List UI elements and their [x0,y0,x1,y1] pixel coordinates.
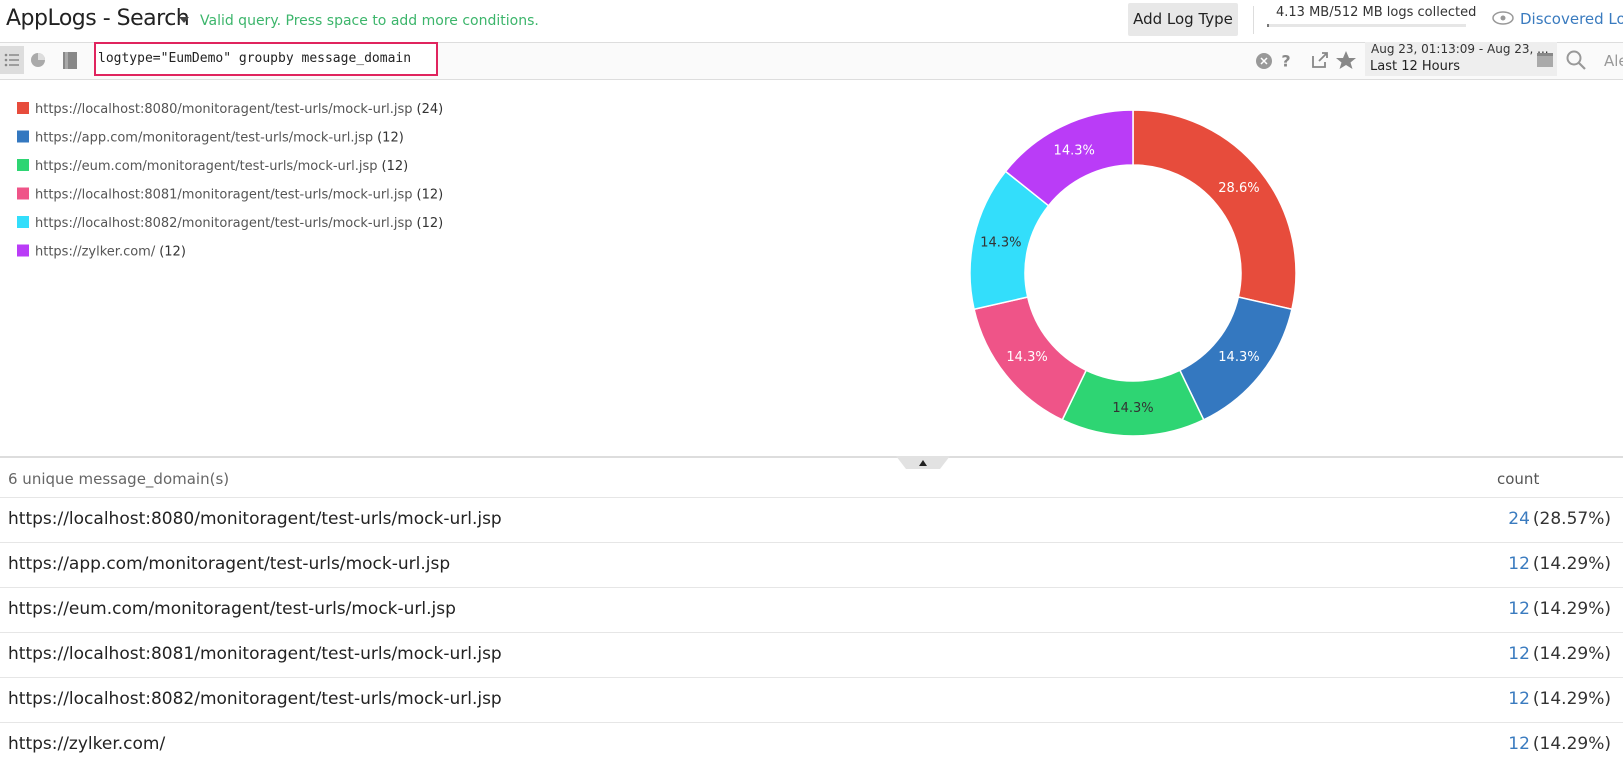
count-link[interactable]: 12 [1508,554,1530,574]
count-cell: 12 (14.29%) [1508,599,1611,619]
count-cell: 12 (14.29%) [1508,644,1611,664]
save-button[interactable] [62,51,78,70]
count-link[interactable]: 12 [1508,599,1530,619]
legend-label: https://eum.com/monitoragent/test-urls/m… [35,159,378,174]
time-picker[interactable] [1365,42,1557,76]
legend-entry[interactable]: https://localhost:8082/monitoragent/test… [35,216,443,231]
legend-count: (12) [417,216,444,231]
count-cell: 12 (14.29%) [1508,689,1611,709]
domain-cell: https://localhost:8080/monitoragent/test… [8,509,502,529]
legend-swatch [17,102,29,114]
legend-label: https://localhost:8080/monitoragent/test… [35,102,413,117]
discovered-logs-link[interactable]: Discovered Log [1520,10,1623,28]
legend-swatch [17,216,29,228]
legend-entry[interactable]: https://zylker.com/(12) [35,244,186,259]
donut-slice[interactable] [1132,109,1297,311]
slice-label: 14.3% [1054,143,1095,158]
slice-label: 14.3% [1006,350,1047,365]
alerts-link[interactable]: Ale [1604,52,1623,70]
count-cell: 12 (14.29%) [1508,554,1611,574]
legend-swatch [17,159,29,171]
usage-bar [1267,24,1466,27]
slice-label: 14.3% [980,235,1021,250]
legend-count: (12) [377,130,404,145]
calendar-icon[interactable] [1536,50,1554,68]
table-row[interactable]: https://localhost:8080/monitoragent/test… [0,497,1623,542]
table-row[interactable]: https://localhost:8081/monitoragent/test… [0,632,1623,677]
legend-entry[interactable]: https://localhost:8080/monitoragent/test… [35,102,443,117]
domain-cell: https://app.com/monitoragent/test-urls/m… [8,554,451,574]
count-percent: (14.29%) [1532,554,1611,574]
count-percent: (14.29%) [1532,734,1611,754]
svg-text:?: ? [1281,52,1290,71]
domain-cell: https://eum.com/monitoragent/test-urls/m… [8,599,456,619]
legend-swatch [17,130,29,143]
legend-label: https://localhost:8081/monitoragent/test… [35,187,413,202]
legend-count: (12) [417,187,444,202]
share-star-icons[interactable] [1310,50,1360,70]
count-link[interactable]: 12 [1508,689,1530,709]
list-icon [4,53,19,67]
domain-cell: https://localhost:8081/monitoragent/test… [8,644,502,664]
divider [1253,6,1254,34]
domain-cell: https://localhost:8082/monitoragent/test… [8,689,502,709]
table-row[interactable]: https://app.com/monitoragent/test-urls/m… [0,542,1623,587]
time-range[interactable]: Aug 23, 01:13:09 - Aug 23, ... [1371,42,1549,56]
table-row[interactable]: https://localhost:8082/monitoragent/test… [0,677,1623,722]
search-button[interactable] [1565,49,1587,71]
table-row[interactable]: https://zylker.com/12 (14.29%) [0,722,1623,767]
table-row[interactable]: https://eum.com/monitoragent/test-urls/m… [0,587,1623,632]
time-preset[interactable]: Last 12 Hours [1370,59,1460,74]
storage-usage: 4.13 MB/512 MB logs collected [1276,5,1477,20]
eye-icon[interactable] [1492,11,1514,25]
count-header[interactable]: count [1497,470,1540,488]
clear-help-icons[interactable]: ? [1255,51,1295,71]
count-link[interactable]: 12 [1508,644,1530,664]
page-title[interactable]: AppLogs - Search [6,6,190,31]
legend-swatch [17,244,29,257]
collapse-tab[interactable] [896,456,950,470]
count-percent: (14.29%) [1532,644,1611,664]
count-percent: (28.57%) [1532,509,1611,529]
chart: https://localhost:8080/monitoragent/test… [17,102,1297,437]
slice-label: 14.3% [1218,350,1259,365]
add-log-type-button[interactable]: Add Log Type [1128,3,1238,36]
count-link[interactable]: 12 [1508,734,1530,754]
donut-slice[interactable] [1004,109,1134,207]
legend-count: (12) [382,159,409,174]
count-link[interactable]: 24 [1508,509,1530,529]
count-cell: 12 (14.29%) [1508,734,1611,754]
query-status: Valid query. Press space to add more con… [200,13,539,29]
count-percent: (14.29%) [1532,689,1611,709]
slice-label: 14.3% [1112,401,1153,416]
table-summary: 6 unique message_domain(s) [8,470,230,488]
legend-swatch [17,187,29,200]
caret[interactable] [178,16,190,24]
splitter [0,456,1623,458]
query-text[interactable]: logtype="EumDemo" groupby message_domain [98,51,412,66]
chart-view-button[interactable] [30,52,46,68]
legend-entry[interactable]: https://eum.com/monitoragent/test-urls/m… [35,159,408,174]
count-cell: 24 (28.57%) [1508,509,1611,529]
query-box[interactable] [94,42,438,76]
slice-label: 28.6% [1218,181,1259,196]
legend-entry[interactable]: https://localhost:8081/monitoragent/test… [35,187,443,202]
legend-label: https://app.com/monitoragent/test-urls/m… [35,130,373,145]
legend-label: https://zylker.com/ [35,244,156,259]
legend-count: (24) [417,102,444,117]
legend-label: https://localhost:8082/monitoragent/test… [35,216,413,231]
legend-entry[interactable]: https://app.com/monitoragent/test-urls/m… [35,130,404,145]
legend-count: (12) [159,244,186,259]
count-percent: (14.29%) [1532,599,1611,619]
domain-cell: https://zylker.com/ [8,734,166,754]
